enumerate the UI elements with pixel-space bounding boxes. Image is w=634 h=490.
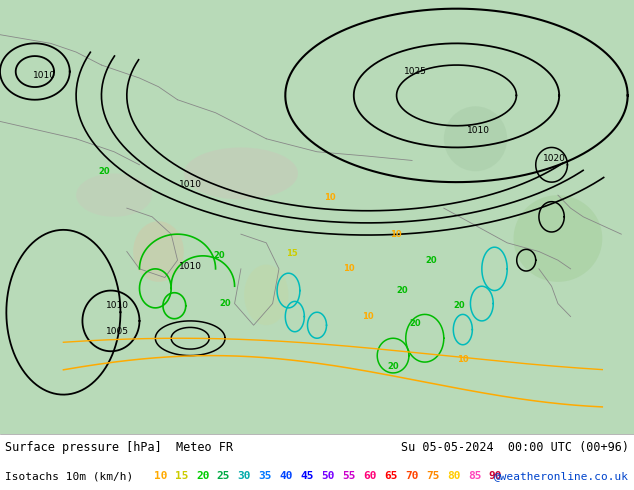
Text: 30: 30 [238, 471, 251, 482]
Ellipse shape [514, 195, 602, 282]
Text: 25: 25 [217, 471, 230, 482]
Text: 10: 10 [362, 312, 373, 321]
Text: 55: 55 [342, 471, 356, 482]
Ellipse shape [76, 173, 152, 217]
Text: 20: 20 [219, 299, 231, 308]
Text: 20: 20 [196, 471, 209, 482]
Ellipse shape [444, 106, 507, 172]
Text: 1010: 1010 [179, 180, 202, 189]
Text: 1010: 1010 [179, 262, 202, 271]
Text: 20: 20 [99, 167, 110, 176]
Text: 1010: 1010 [106, 301, 129, 310]
Text: 1010: 1010 [467, 125, 490, 135]
Text: 20: 20 [410, 318, 421, 328]
Text: @weatheronline.co.uk: @weatheronline.co.uk [494, 471, 629, 482]
Text: 10: 10 [457, 355, 469, 365]
Text: 1025: 1025 [404, 67, 427, 76]
Ellipse shape [184, 147, 298, 199]
Text: 20: 20 [454, 301, 465, 310]
Text: Isotachs 10m (km/h): Isotachs 10m (km/h) [5, 471, 133, 482]
Text: 60: 60 [363, 471, 377, 482]
Text: Su 05-05-2024  00:00 UTC (00+96): Su 05-05-2024 00:00 UTC (00+96) [401, 441, 629, 454]
Text: 10: 10 [343, 265, 354, 273]
Text: 90: 90 [489, 471, 502, 482]
Ellipse shape [244, 265, 288, 325]
Ellipse shape [133, 221, 184, 282]
Text: 20: 20 [397, 286, 408, 295]
Text: 1020: 1020 [543, 154, 566, 163]
Text: 15: 15 [286, 249, 297, 258]
Text: 20: 20 [425, 256, 437, 265]
Text: 10: 10 [154, 471, 167, 482]
Text: 50: 50 [321, 471, 335, 482]
Text: 1005: 1005 [106, 327, 129, 336]
Text: 10: 10 [324, 193, 335, 202]
Text: 15: 15 [175, 471, 188, 482]
Text: 35: 35 [259, 471, 272, 482]
Text: 70: 70 [405, 471, 418, 482]
Text: 40: 40 [280, 471, 293, 482]
Text: 85: 85 [468, 471, 481, 482]
Text: Surface pressure [hPa]  Meteo FR: Surface pressure [hPa] Meteo FR [5, 441, 233, 454]
Text: 75: 75 [426, 471, 439, 482]
Text: 20: 20 [213, 251, 224, 260]
Text: 80: 80 [447, 471, 460, 482]
Text: 1010: 1010 [33, 72, 56, 80]
Text: 65: 65 [384, 471, 398, 482]
Text: 20: 20 [387, 362, 399, 371]
Text: 10: 10 [391, 230, 402, 239]
Text: 45: 45 [301, 471, 314, 482]
